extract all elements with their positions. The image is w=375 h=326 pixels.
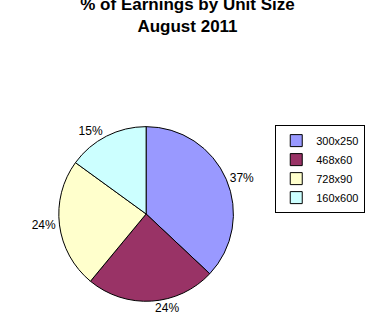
svg-text:300x250: 300x250 xyxy=(316,135,358,147)
svg-text:24%: 24% xyxy=(32,218,56,232)
svg-text:160x600: 160x600 xyxy=(316,192,358,204)
svg-text:37%: 37% xyxy=(230,171,254,185)
svg-text:% of Earnings by Unit SizeAugu: % of Earnings by Unit SizeAugust 2011 xyxy=(80,0,294,36)
svg-text:728x90: 728x90 xyxy=(316,173,352,185)
svg-text:15%: 15% xyxy=(79,124,103,138)
svg-text:24%: 24% xyxy=(155,301,179,315)
svg-text:468x60: 468x60 xyxy=(316,154,352,166)
